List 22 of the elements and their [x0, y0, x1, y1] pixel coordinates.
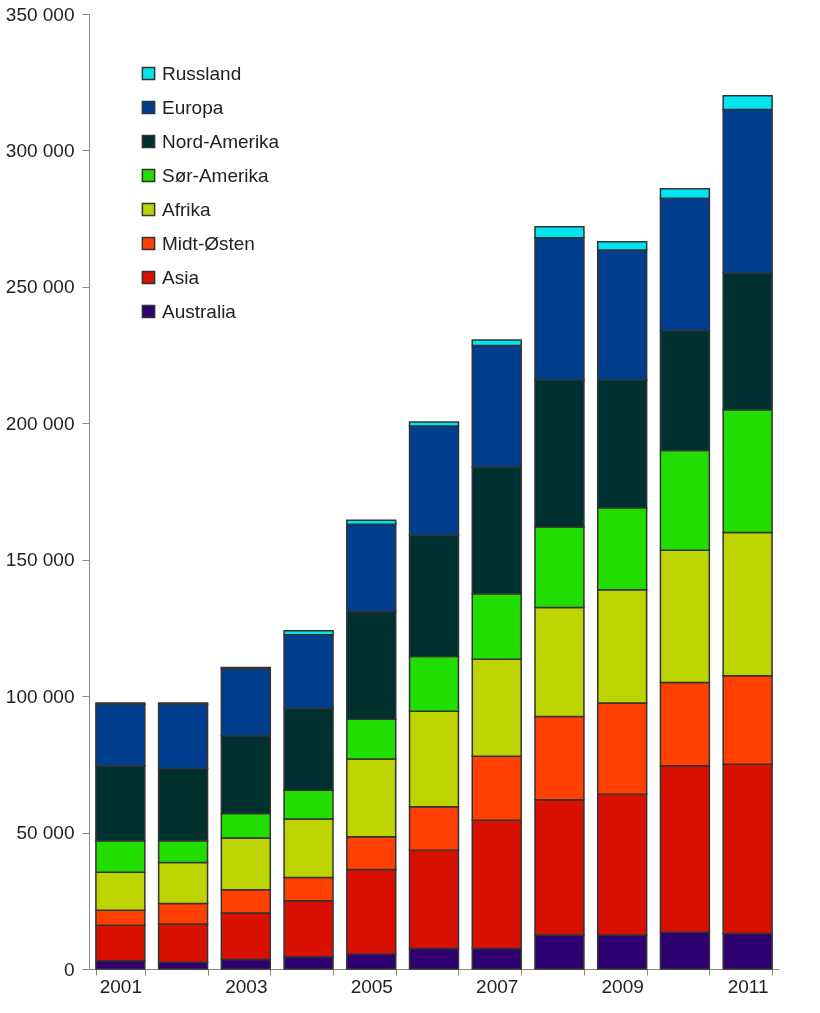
- legend-label: Australia: [162, 300, 237, 322]
- legend-label: Sør-Amerika: [162, 164, 270, 186]
- legend-label: Asia: [162, 266, 200, 288]
- y-tick-label: 50 000: [16, 822, 75, 844]
- x-tick-label: 2001: [99, 975, 142, 997]
- y-tick-label: 0: [63, 958, 75, 980]
- y-tick-label: 250 000: [5, 276, 75, 298]
- x-tick-label: 2003: [225, 975, 268, 997]
- y-tick-label: 350 000: [5, 3, 75, 25]
- y-tick-label: 200 000: [5, 412, 75, 434]
- x-tick-label: 2005: [350, 975, 393, 997]
- legend-label: Russland: [162, 62, 242, 84]
- x-tick-label: 2007: [476, 975, 519, 997]
- legend-label: Midt-Østen: [162, 232, 255, 254]
- legend-label: Afrika: [162, 198, 211, 220]
- x-tick-label: 2009: [601, 975, 644, 997]
- y-tick-label: 300 000: [5, 139, 75, 161]
- x-tick-label: 2011: [727, 975, 769, 997]
- legend-label: Nord-Amerika: [162, 130, 280, 152]
- legend-label: Europa: [162, 96, 224, 118]
- y-tick-label: 150 000: [5, 549, 75, 571]
- y-tick-label: 100 000: [5, 685, 75, 707]
